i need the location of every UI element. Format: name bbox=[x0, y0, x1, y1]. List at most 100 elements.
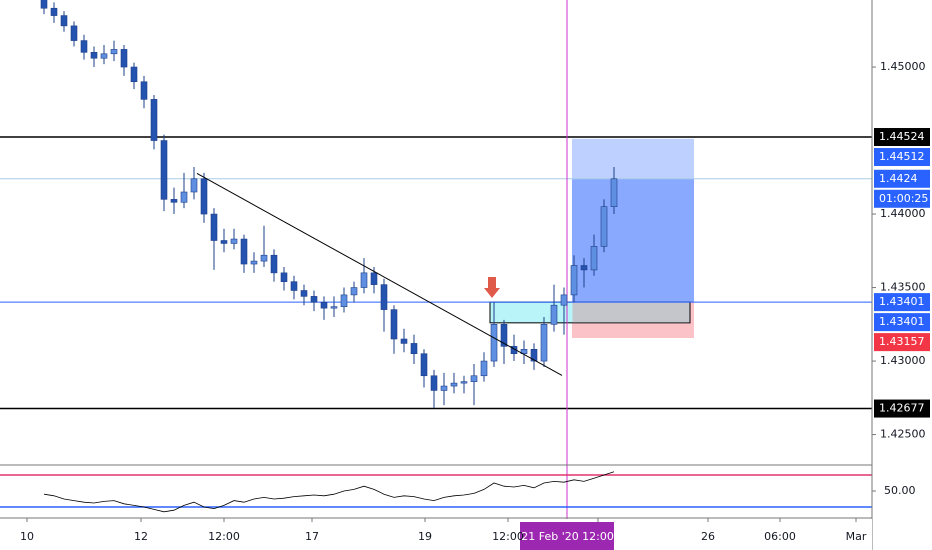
rsi-tick-label: 50.00 bbox=[884, 484, 916, 497]
x-tick-label: 12:00 bbox=[492, 530, 524, 543]
price-label-box bbox=[874, 399, 930, 418]
rsi-line bbox=[43, 471, 615, 513]
candle-body bbox=[60, 15, 68, 27]
y-tick-label: 1.43500 bbox=[880, 281, 926, 294]
crosshair-label-box bbox=[520, 522, 614, 550]
plot-area bbox=[0, 0, 872, 550]
candle-body bbox=[80, 40, 88, 53]
price-label: 1.43401 bbox=[879, 315, 925, 328]
zone-overlap bbox=[572, 302, 690, 323]
time-axis-bg bbox=[0, 519, 872, 550]
y-tick-label: 1.43000 bbox=[880, 354, 926, 367]
candle-body bbox=[40, 0, 48, 9]
candle-body bbox=[170, 199, 178, 203]
trendline bbox=[196, 173, 563, 376]
x-tick-label: 12 bbox=[134, 530, 148, 543]
price-label: 1.4424 bbox=[879, 172, 918, 185]
candle-body bbox=[290, 281, 298, 291]
price-label-box bbox=[874, 333, 930, 352]
candle-body bbox=[180, 191, 188, 203]
candle-body bbox=[370, 272, 378, 285]
x-tick-label: 26 bbox=[701, 530, 715, 543]
candle-body bbox=[450, 382, 458, 387]
candle-body bbox=[300, 290, 308, 297]
crosshair-label: 21 Feb '20 bbox=[521, 530, 579, 543]
candle-body bbox=[230, 238, 238, 244]
candle-body bbox=[90, 52, 98, 59]
candle-body bbox=[120, 49, 128, 68]
candle-body bbox=[140, 81, 148, 100]
candle-body bbox=[70, 25, 78, 41]
price-label: 1.43157 bbox=[879, 335, 925, 348]
candle-body bbox=[390, 309, 398, 340]
candle-body bbox=[50, 7, 58, 16]
candle-body bbox=[600, 206, 608, 247]
candle-body bbox=[610, 178, 618, 207]
candle-body bbox=[490, 324, 498, 362]
candle-body bbox=[240, 238, 248, 265]
candle-body bbox=[540, 324, 548, 362]
candle-body bbox=[110, 49, 118, 55]
candle-body bbox=[570, 265, 578, 296]
price-label: 01:00:25 bbox=[879, 192, 928, 205]
candle-body bbox=[210, 213, 218, 241]
candle-body bbox=[380, 284, 388, 310]
candle-body bbox=[200, 178, 208, 215]
price-label-box bbox=[874, 169, 930, 188]
target-zone bbox=[572, 138, 694, 303]
price-label-box bbox=[874, 189, 930, 208]
candle-body bbox=[500, 324, 508, 347]
signal-arrow bbox=[484, 277, 500, 298]
candle-body bbox=[360, 272, 368, 288]
y-tick-label: 1.42500 bbox=[880, 428, 926, 441]
x-tick-label: 12:00 bbox=[582, 530, 614, 543]
candle-body bbox=[320, 301, 328, 309]
y-tick-label: 1.44000 bbox=[880, 207, 926, 220]
candle-body bbox=[220, 240, 228, 244]
candle-body bbox=[130, 66, 138, 83]
candle-body bbox=[420, 353, 428, 377]
candle-body bbox=[470, 375, 478, 382]
candle-body bbox=[590, 246, 598, 271]
candle-body bbox=[330, 306, 338, 309]
candle-body bbox=[530, 349, 538, 362]
candle-body bbox=[440, 385, 448, 391]
x-tick-label: 10 bbox=[20, 530, 34, 543]
candle-body bbox=[280, 272, 288, 282]
candle-body bbox=[340, 294, 348, 307]
candle-body bbox=[250, 260, 258, 265]
price-label-box bbox=[874, 128, 930, 147]
candle-body bbox=[520, 349, 528, 355]
price-axis-bg bbox=[873, 0, 932, 550]
candle-body bbox=[410, 343, 418, 355]
candle-body bbox=[400, 338, 408, 344]
candle-body bbox=[160, 140, 168, 200]
candle-body bbox=[430, 375, 438, 391]
price-label: 1.43401 bbox=[879, 295, 925, 308]
price-label: 1.42677 bbox=[879, 402, 925, 415]
candle-body bbox=[100, 53, 108, 59]
candle-body bbox=[260, 254, 268, 262]
candle-body bbox=[560, 294, 568, 306]
price-label: 1.44512 bbox=[879, 150, 925, 163]
candle-body bbox=[150, 99, 158, 141]
candle-body bbox=[270, 254, 278, 274]
x-tick-label: 12:00 bbox=[208, 530, 240, 543]
y-tick-label: 1.45000 bbox=[880, 60, 926, 73]
open-profit-zone bbox=[572, 178, 694, 303]
candle-body bbox=[580, 265, 588, 271]
candle-body bbox=[310, 296, 318, 303]
x-tick-label: 19 bbox=[418, 530, 432, 543]
price-label-box bbox=[874, 313, 930, 332]
x-tick-label: 06:00 bbox=[764, 530, 796, 543]
candle-body bbox=[480, 360, 488, 377]
price-label: 1.44524 bbox=[879, 130, 925, 143]
price-label-box bbox=[874, 148, 930, 167]
candle-body bbox=[190, 178, 198, 193]
price-label-box bbox=[874, 293, 930, 312]
candle-body bbox=[460, 381, 468, 384]
x-tick-label: Mar bbox=[846, 530, 867, 543]
